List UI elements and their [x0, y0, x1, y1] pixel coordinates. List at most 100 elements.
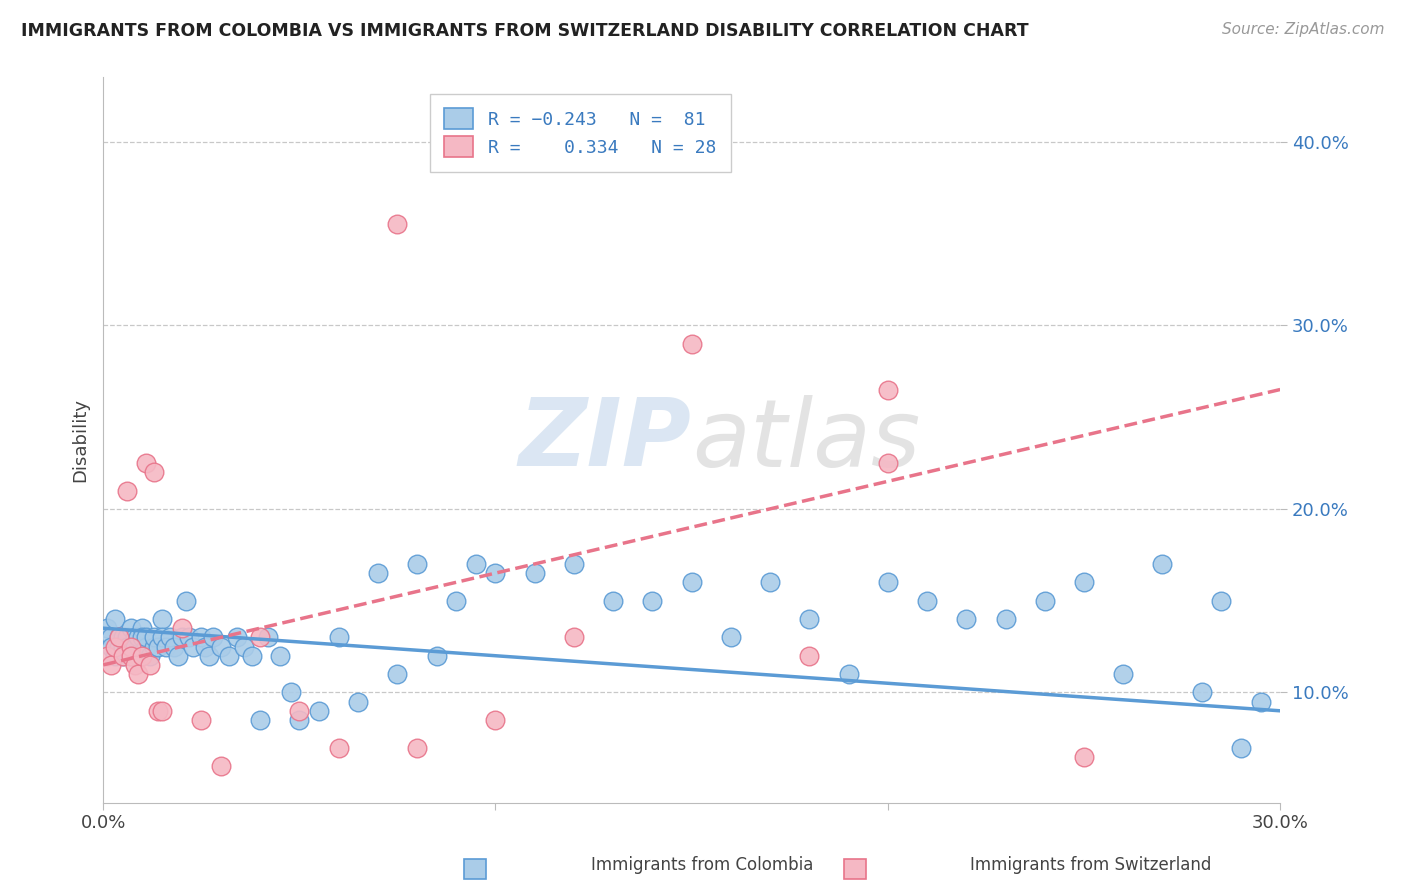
Point — [127, 667, 149, 681]
Point — [209, 640, 232, 654]
Point — [127, 631, 149, 645]
Point — [96, 648, 118, 663]
Point — [179, 631, 201, 645]
Point — [120, 640, 142, 654]
Point — [269, 648, 291, 663]
Point — [955, 612, 977, 626]
Point — [190, 713, 212, 727]
Point — [464, 557, 486, 571]
Point — [347, 695, 370, 709]
Text: Immigrants from Colombia: Immigrants from Colombia — [591, 855, 813, 873]
Point — [562, 631, 585, 645]
Point — [111, 631, 134, 645]
Point — [183, 640, 205, 654]
Point — [139, 648, 162, 663]
Point — [249, 713, 271, 727]
Point — [444, 593, 467, 607]
Text: Immigrants from Switzerland: Immigrants from Switzerland — [970, 855, 1212, 873]
Point — [104, 612, 127, 626]
Point — [759, 575, 782, 590]
Point — [135, 640, 157, 654]
Point — [915, 593, 938, 607]
Point — [681, 336, 703, 351]
Point — [131, 621, 153, 635]
Point — [720, 631, 742, 645]
Point — [120, 648, 142, 663]
Point — [1073, 749, 1095, 764]
Point — [994, 612, 1017, 626]
Point — [115, 483, 138, 498]
Point — [426, 648, 449, 663]
Point — [209, 759, 232, 773]
Text: ZIP: ZIP — [519, 394, 692, 486]
Point — [111, 640, 134, 654]
Point — [602, 593, 624, 607]
Point — [96, 621, 118, 635]
Point — [1152, 557, 1174, 571]
Legend: R = −0.243   N =  81, R =    0.334   N = 28: R = −0.243 N = 81, R = 0.334 N = 28 — [430, 94, 731, 171]
Point — [108, 631, 131, 645]
Point — [406, 740, 429, 755]
Point — [1211, 593, 1233, 607]
Text: atlas: atlas — [692, 394, 920, 485]
Point — [523, 566, 546, 581]
Point — [111, 648, 134, 663]
Point — [257, 631, 280, 645]
Point — [170, 621, 193, 635]
Point — [127, 648, 149, 663]
Point — [1191, 685, 1213, 699]
Point — [174, 593, 197, 607]
Point — [159, 631, 181, 645]
Point — [143, 640, 166, 654]
Point — [120, 648, 142, 663]
Point — [131, 631, 153, 645]
Point — [484, 713, 506, 727]
Point — [139, 657, 162, 672]
Point — [150, 612, 173, 626]
Point — [1073, 575, 1095, 590]
Point — [198, 648, 221, 663]
Point — [240, 648, 263, 663]
Point — [163, 640, 186, 654]
Point — [562, 557, 585, 571]
Point — [146, 640, 169, 654]
Point — [100, 657, 122, 672]
Point — [1250, 695, 1272, 709]
Point — [100, 640, 122, 654]
Point — [233, 640, 256, 654]
Text: IMMIGRANTS FROM COLOMBIA VS IMMIGRANTS FROM SWITZERLAND DISABILITY CORRELATION C: IMMIGRANTS FROM COLOMBIA VS IMMIGRANTS F… — [21, 22, 1029, 40]
Point — [201, 631, 224, 645]
Point — [115, 631, 138, 645]
Point — [135, 631, 157, 645]
Point — [288, 713, 311, 727]
Point — [484, 566, 506, 581]
Point — [876, 383, 898, 397]
Point — [387, 667, 409, 681]
Point — [387, 217, 409, 231]
Point — [194, 640, 217, 654]
Point — [100, 631, 122, 645]
Point — [1112, 667, 1135, 681]
Point — [328, 631, 350, 645]
Point — [135, 456, 157, 470]
Point — [143, 631, 166, 645]
Point — [120, 621, 142, 635]
Point — [876, 575, 898, 590]
Point — [170, 631, 193, 645]
Point — [108, 640, 131, 654]
Point — [146, 704, 169, 718]
Point — [799, 612, 821, 626]
Point — [1230, 740, 1253, 755]
Point — [308, 704, 330, 718]
Point — [166, 648, 188, 663]
Y-axis label: Disability: Disability — [72, 398, 89, 482]
Point — [104, 640, 127, 654]
Point — [218, 648, 240, 663]
Point — [367, 566, 389, 581]
Point — [143, 465, 166, 479]
Point — [681, 575, 703, 590]
Point — [108, 631, 131, 645]
Point — [150, 631, 173, 645]
Point — [249, 631, 271, 645]
Point — [155, 640, 177, 654]
